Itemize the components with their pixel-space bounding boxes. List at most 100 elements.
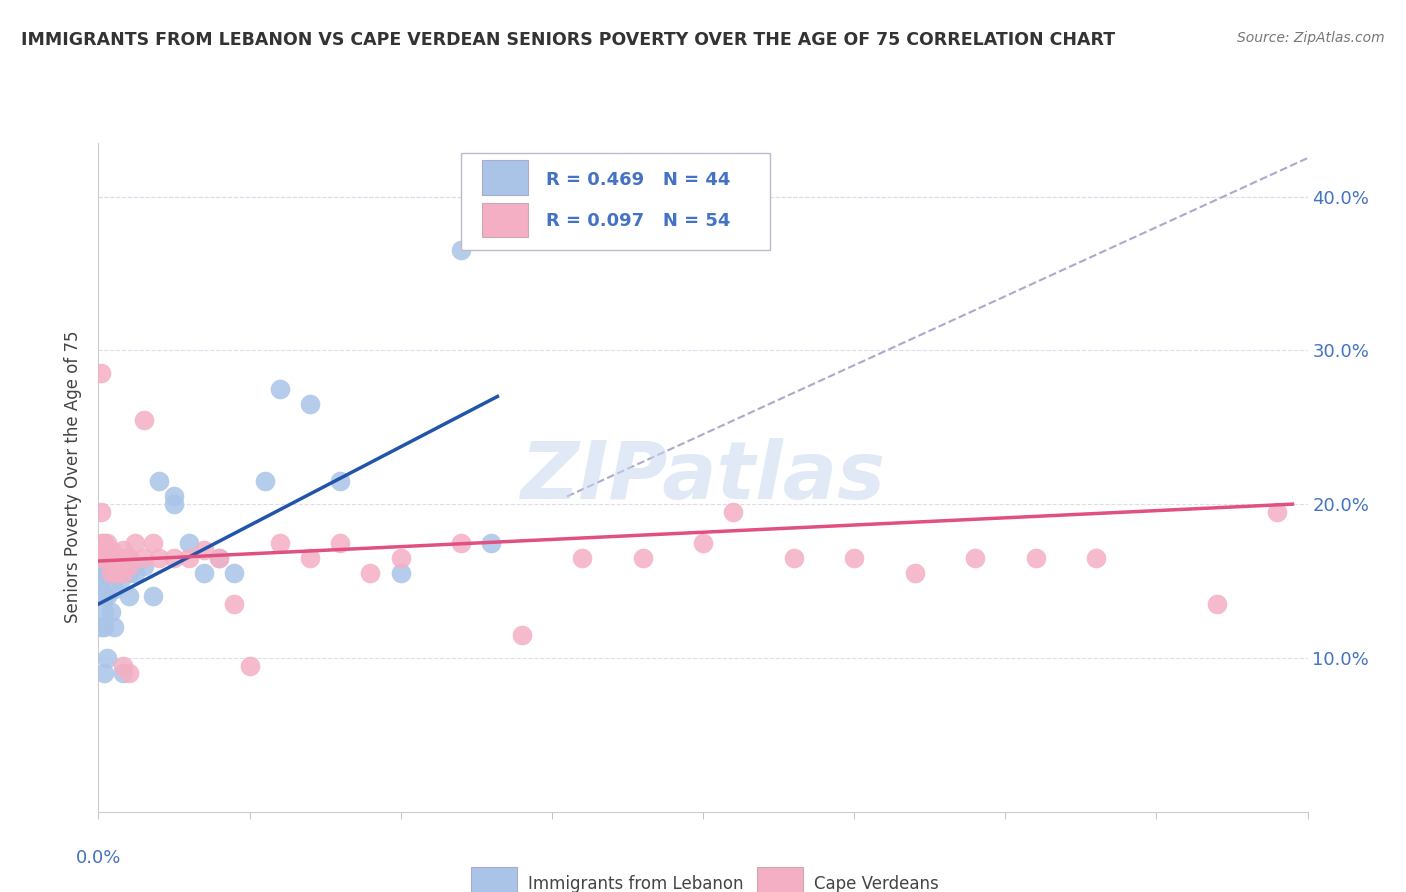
Point: [118, 558, 141, 573]
Point: [389, 551, 412, 566]
Point: [124, 566, 146, 581]
Point: [163, 497, 186, 511]
Y-axis label: Seniors Poverty Over the Age of 75: Seniors Poverty Over the Age of 75: [65, 331, 83, 624]
Point: [329, 535, 352, 549]
Point: [723, 505, 745, 519]
Bar: [471, 867, 517, 892]
Point: [299, 397, 322, 411]
Text: IMMIGRANTS FROM LEBANON VS CAPE VERDEAN SENIORS POVERTY OVER THE AGE OF 75 CORRE: IMMIGRANTS FROM LEBANON VS CAPE VERDEAN …: [21, 31, 1115, 49]
Point: [90, 582, 112, 596]
Point: [93, 566, 115, 581]
Point: [193, 566, 215, 581]
Point: [93, 566, 115, 581]
Point: [148, 551, 170, 566]
Point: [965, 551, 987, 566]
Point: [118, 551, 141, 566]
Point: [142, 535, 165, 549]
Point: [904, 566, 927, 581]
Text: R = 0.097   N = 54: R = 0.097 N = 54: [546, 211, 730, 229]
Point: [450, 535, 472, 549]
Point: [93, 590, 115, 604]
Point: [96, 651, 118, 665]
Point: [360, 566, 382, 581]
Point: [389, 566, 412, 581]
Point: [93, 551, 115, 566]
Point: [90, 535, 112, 549]
Point: [111, 566, 134, 581]
Point: [132, 551, 155, 566]
Point: [193, 543, 215, 558]
Point: [96, 590, 118, 604]
Point: [90, 558, 112, 573]
Point: [571, 551, 593, 566]
Point: [1085, 551, 1108, 566]
Point: [132, 558, 155, 573]
Point: [100, 558, 122, 573]
Point: [844, 551, 866, 566]
Point: [96, 535, 118, 549]
Point: [103, 551, 125, 566]
Point: [111, 566, 134, 581]
Point: [481, 535, 503, 549]
Point: [124, 535, 146, 549]
Point: [100, 566, 122, 581]
Point: [239, 658, 262, 673]
Point: [93, 620, 115, 634]
Point: [103, 566, 125, 581]
Point: [93, 543, 115, 558]
Bar: [482, 161, 527, 195]
Point: [105, 551, 128, 566]
Bar: [482, 202, 527, 237]
Bar: [758, 867, 803, 892]
Point: [103, 582, 125, 596]
Point: [163, 490, 186, 504]
Text: R = 0.469   N = 44: R = 0.469 N = 44: [546, 171, 730, 189]
Point: [163, 551, 186, 566]
Point: [148, 474, 170, 488]
Point: [105, 551, 128, 566]
Point: [96, 566, 118, 581]
Point: [631, 551, 654, 566]
Point: [179, 551, 201, 566]
Point: [299, 551, 322, 566]
Point: [253, 474, 276, 488]
Point: [224, 566, 246, 581]
Point: [118, 590, 141, 604]
Point: [90, 505, 112, 519]
Point: [100, 543, 122, 558]
Point: [329, 474, 352, 488]
Point: [269, 535, 291, 549]
Point: [510, 628, 533, 642]
Point: [1267, 505, 1289, 519]
Point: [90, 551, 112, 566]
Point: [105, 566, 128, 581]
Point: [118, 551, 141, 566]
Point: [118, 666, 141, 681]
Point: [1206, 597, 1229, 611]
Point: [179, 535, 201, 549]
Point: [90, 566, 112, 581]
Point: [114, 551, 136, 566]
FancyBboxPatch shape: [461, 153, 769, 250]
Point: [1024, 551, 1046, 566]
Point: [103, 620, 125, 634]
Point: [208, 551, 231, 566]
Point: [132, 412, 155, 426]
Text: ZIPatlas: ZIPatlas: [520, 438, 886, 516]
Point: [111, 543, 134, 558]
Point: [96, 566, 118, 581]
Point: [90, 367, 112, 381]
Point: [90, 620, 112, 634]
Text: 0.0%: 0.0%: [76, 848, 121, 866]
Point: [111, 658, 134, 673]
Point: [269, 382, 291, 396]
Point: [783, 551, 806, 566]
Point: [108, 574, 131, 588]
Point: [103, 558, 125, 573]
Point: [142, 590, 165, 604]
Point: [450, 244, 472, 258]
Text: Immigrants from Lebanon: Immigrants from Lebanon: [527, 875, 744, 892]
Point: [118, 566, 141, 581]
Point: [100, 605, 122, 619]
Point: [93, 666, 115, 681]
